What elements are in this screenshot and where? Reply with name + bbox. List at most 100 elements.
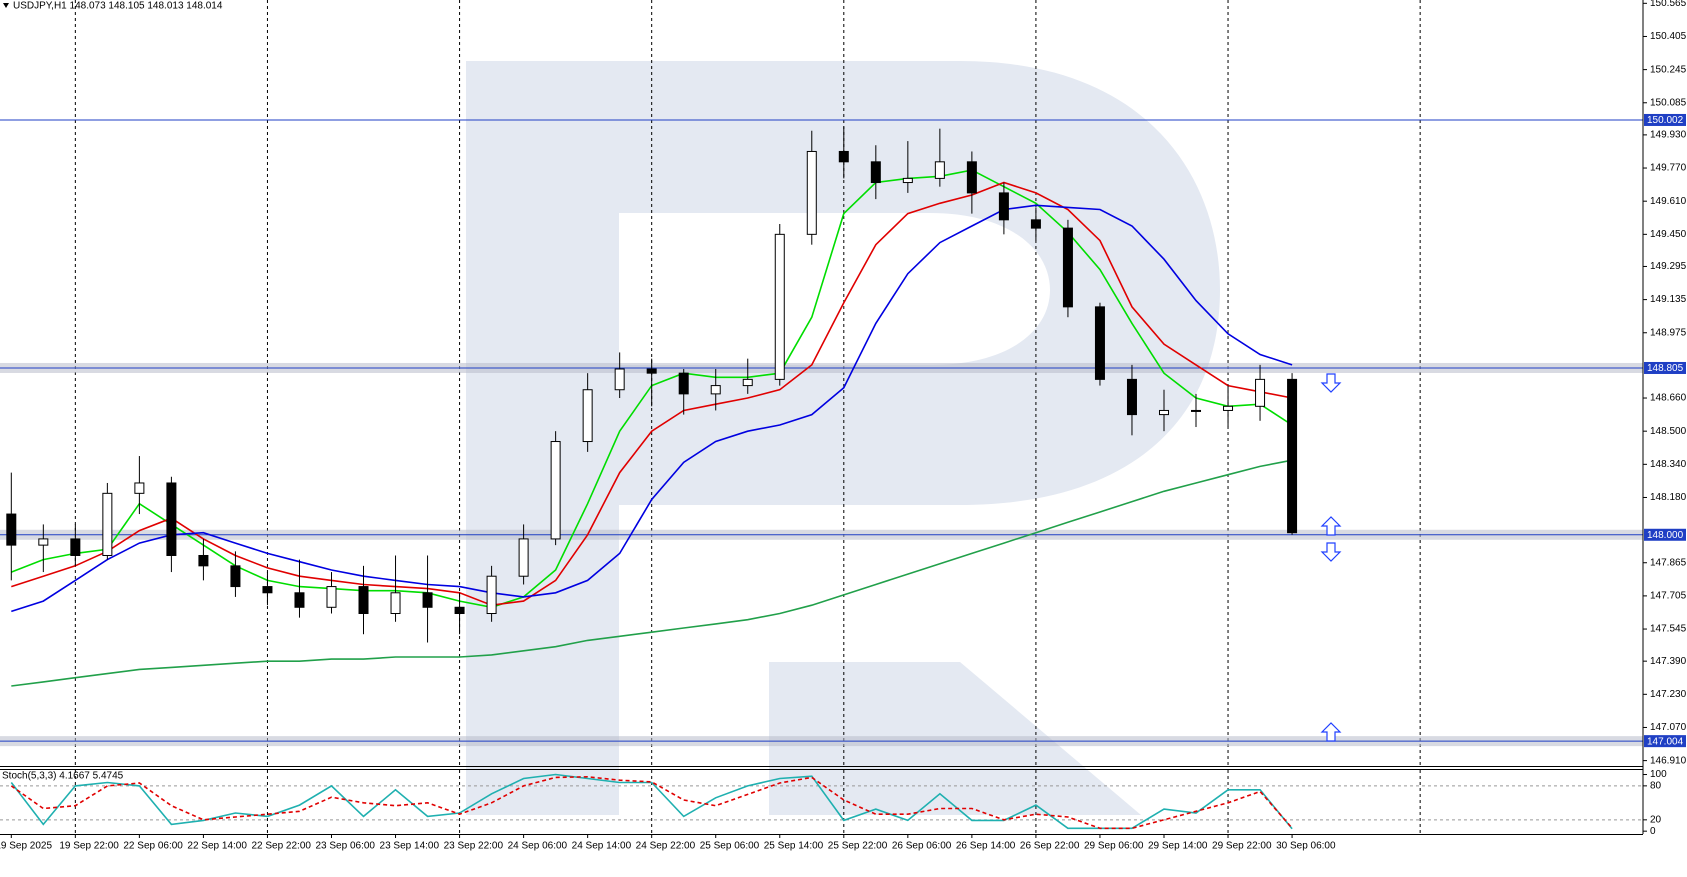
y-tick-label: 148.975 <box>1650 327 1687 338</box>
y-tick-label: 149.450 <box>1650 229 1687 240</box>
x-tick-label: 29 Sep 14:00 <box>1148 841 1208 852</box>
axes: 150.565 150.405 150.245 150.085 149.930 149.7… <box>0 0 1687 852</box>
level-label-box <box>1644 528 1686 541</box>
candle-body <box>1287 378 1298 534</box>
menu-triangle <box>3 3 9 8</box>
y-tick-label: 150.245 <box>1650 64 1687 75</box>
candle-body <box>70 538 81 556</box>
x-tick-label: 23 Sep 14:00 <box>380 841 440 852</box>
candle-body <box>934 161 945 179</box>
candle-body <box>454 606 465 615</box>
x-tick-label: 23 Sep 06:00 <box>315 841 375 852</box>
y-tick-label: 80 <box>1650 780 1662 791</box>
candle-body <box>774 233 785 380</box>
chart-title: USDJPY,H1 148.073 148.105 148.013 148.01… <box>13 1 223 12</box>
x-tick-label: 19 Sep 2025 <box>0 841 52 852</box>
candle-body <box>582 389 593 443</box>
stoch-plot <box>0 770 1643 834</box>
x-tick-label: 25 Sep 14:00 <box>764 841 824 852</box>
candle-body <box>6 513 17 546</box>
y-tick-label: 147.230 <box>1650 689 1687 700</box>
y-tick-label: 146.910 <box>1650 755 1687 766</box>
y-tick-label: 148.340 <box>1650 459 1687 470</box>
moving-average <box>11 181 1293 607</box>
candle-body <box>326 586 337 608</box>
y-tick-label: 149.610 <box>1650 196 1687 207</box>
y-tick-label: 149.295 <box>1650 261 1687 272</box>
candle-body <box>1223 405 1234 411</box>
candle-body <box>1094 306 1105 380</box>
main-plot <box>0 0 1643 766</box>
y-tick-label: 147.865 <box>1650 557 1687 568</box>
moving-average <box>11 204 1293 613</box>
candle-body <box>902 177 913 184</box>
candle-body <box>646 368 657 374</box>
candle-body <box>710 385 721 395</box>
candle-body <box>1062 227 1073 308</box>
y-tick-label: 148.180 <box>1650 492 1687 503</box>
candle-body <box>870 161 881 184</box>
y-tick-label: 147.705 <box>1650 591 1687 602</box>
candle-body <box>1030 219 1041 229</box>
y-tick-label: 147.390 <box>1650 656 1687 667</box>
stoch-line <box>10 773 1293 830</box>
y-tick-label: 149.135 <box>1650 294 1687 305</box>
signal-arrows <box>1320 373 1342 742</box>
candle-body <box>1158 409 1169 416</box>
candle-body <box>742 378 753 387</box>
candle-body <box>262 586 273 594</box>
x-tick-label: 22 Sep 14:00 <box>187 841 247 852</box>
level-label: 148.000 <box>1647 530 1684 541</box>
y-tick-label: 149.930 <box>1650 130 1687 141</box>
candle-body <box>838 150 849 163</box>
candle-body <box>518 538 529 577</box>
candle-body <box>102 492 113 556</box>
x-tick-label: 23 Sep 22:00 <box>444 841 504 852</box>
moving-average <box>11 459 1293 687</box>
y-tick-label: 20 <box>1650 814 1662 825</box>
down-arrow <box>1320 542 1342 562</box>
y-tick-label: 150.405 <box>1650 31 1687 42</box>
level-label-box <box>1644 113 1686 126</box>
candle-body <box>166 482 177 556</box>
x-tick-label: 29 Sep 06:00 <box>1084 841 1144 852</box>
y-tick-label: 150.085 <box>1650 97 1687 108</box>
stoch-title: Stoch(5,3,3) 4.1667 5.4745 <box>2 771 124 782</box>
up-arrow <box>1320 516 1342 536</box>
x-tick-label: 26 Sep 14:00 <box>956 841 1016 852</box>
x-tick-label: 24 Sep 14:00 <box>572 841 632 852</box>
stoch-line <box>10 775 1293 830</box>
candle-body <box>806 150 817 235</box>
x-tick-label: 26 Sep 06:00 <box>892 841 952 852</box>
candle-body <box>294 592 305 608</box>
candle-body <box>422 592 433 608</box>
x-tick-label: 29 Sep 22:00 <box>1212 841 1272 852</box>
level-label-box <box>1644 361 1686 374</box>
candle-body <box>390 592 401 615</box>
candle-body <box>678 372 689 395</box>
x-tick-label: 25 Sep 06:00 <box>700 841 760 852</box>
level-label: 150.002 <box>1647 115 1684 126</box>
level-label-box <box>1644 735 1686 748</box>
candle-body <box>1126 378 1137 416</box>
y-tick-label: 148.500 <box>1650 426 1687 437</box>
x-tick-label: 26 Sep 22:00 <box>1020 841 1080 852</box>
x-tick-label: 25 Sep 22:00 <box>828 841 888 852</box>
candle-body <box>230 565 241 588</box>
candle-body <box>966 161 977 194</box>
down-arrow <box>1320 373 1342 393</box>
y-tick-label: 147.545 <box>1650 624 1687 635</box>
y-tick-label: 150.565 <box>1650 0 1687 9</box>
x-tick-label: 24 Sep 06:00 <box>508 841 568 852</box>
up-arrow <box>1320 722 1342 742</box>
candle-body <box>1255 378 1266 407</box>
candle-body <box>198 554 209 567</box>
candle-body <box>1191 409 1202 412</box>
y-tick-label: 149.770 <box>1650 163 1687 174</box>
x-tick-label: 22 Sep 22:00 <box>251 841 311 852</box>
y-tick-label: 148.660 <box>1650 393 1687 404</box>
x-tick-label: 24 Sep 22:00 <box>636 841 696 852</box>
level-label: 148.805 <box>1647 363 1684 374</box>
